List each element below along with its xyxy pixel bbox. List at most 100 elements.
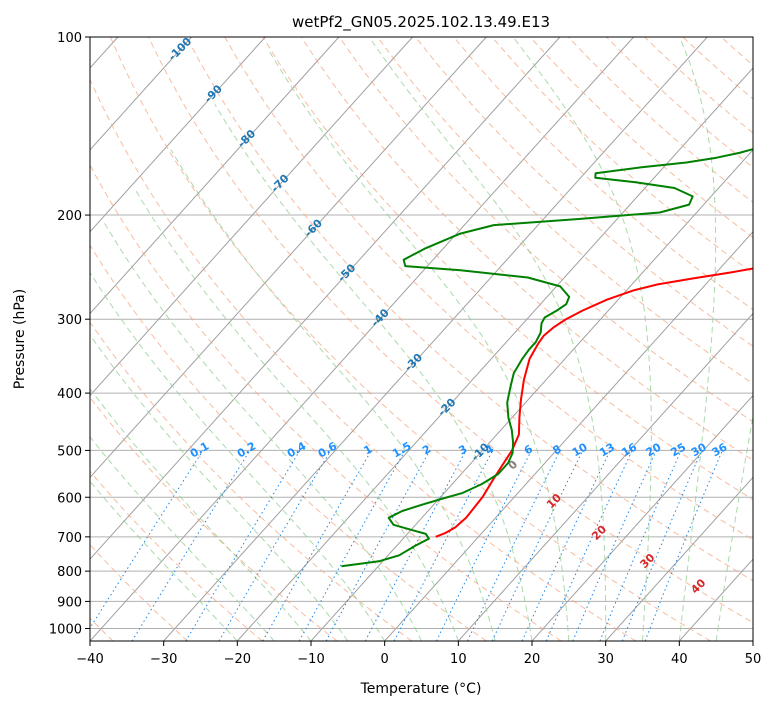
y-tick-label: 400 [57, 387, 82, 402]
y-tick-label: 700 [57, 531, 82, 546]
y-tick-label: 300 [57, 313, 82, 328]
mixing-ratio-line [218, 450, 332, 641]
isotherm-line [605, 476, 753, 641]
dry-adiabat-line [90, 163, 562, 641]
moist-adiabat-line [214, 104, 533, 641]
y-tick-label: 1000 [49, 622, 82, 637]
dry-adiabat-line [377, 37, 753, 385]
background-lines [90, 37, 753, 641]
mixing-ratio-line [131, 450, 251, 641]
moist-adiabat-line [133, 187, 459, 641]
dry-adiabat-line [529, 37, 753, 239]
chart-title: wetPf2_GN05.2025.102.13.49.E13 [292, 13, 550, 32]
isotherm-line [90, 37, 192, 151]
isotherm-line [90, 37, 561, 560]
dry-adiabat-line [109, 37, 711, 641]
dry-adiabat-line [90, 470, 263, 641]
x-tick-label: 50 [745, 652, 762, 667]
x-tick-label: −30 [150, 652, 177, 667]
x-axis-label: Temperature (°C) [360, 681, 482, 697]
isotherm-line [90, 37, 487, 479]
moist-adiabat-label: 40 [688, 576, 708, 596]
isotherm-line [752, 640, 753, 641]
dry-adiabat-line [682, 37, 753, 100]
moist-adiabat-line [90, 436, 275, 641]
mixing-ratio-line [185, 450, 301, 641]
x-axis-ticks: −40 −30 −20 −10 0 10 20 30 40 50 [76, 641, 761, 667]
mixing-ratio-label: 13 [597, 440, 617, 459]
isotherm-line [531, 394, 753, 641]
y-tick-label: 800 [57, 565, 82, 580]
moist-adiabat-line [102, 221, 422, 641]
dry-adiabat-line [90, 244, 487, 641]
y-axis-ticks: 100 200 300 400 500 600 700 800 900 1000 [49, 31, 90, 637]
x-tick-label: 0 [381, 652, 389, 667]
isoline-labels: 0.1 0.2 0.4 0.6 1 1.5 2 3 4 6 8 10 13 16 20 25 30 36-100-… [166, 37, 730, 596]
moist-adiabat-line [90, 333, 349, 641]
isotherm-line [457, 312, 753, 641]
x-tick-label: −10 [297, 652, 324, 667]
dry-adiabat-line [567, 37, 753, 203]
x-tick-label: 20 [524, 652, 541, 667]
mixing-ratio-label: 25 [668, 440, 688, 459]
isotherm-line [90, 37, 634, 641]
mixing-ratio-label: 36 [710, 440, 730, 459]
moist-adiabat-line [678, 37, 717, 641]
isotherm-line [90, 37, 340, 315]
y-axis-label: Pressure (hPa) [12, 289, 28, 389]
isotherm-line [90, 37, 413, 397]
dry-adiabat-line [148, 37, 753, 624]
moist-adiabat-label: 30 [638, 551, 658, 571]
mixing-ratio-line [599, 450, 682, 641]
mixing-ratio-line [491, 450, 584, 641]
dry-adiabat-line [90, 544, 189, 641]
moist-adiabat-line [715, 413, 753, 641]
dry-adiabat-line [415, 37, 753, 347]
mixing-ratio-label: 30 [689, 440, 709, 459]
mixing-ratio-label: 0.4 [285, 439, 309, 460]
moist-adiabat-line [368, 37, 607, 641]
dry-adiabat-line [644, 37, 753, 134]
isotherm-line [90, 37, 266, 233]
mixing-ratio-line [90, 450, 204, 629]
moist-adiabat-line [170, 149, 496, 641]
moist-adiabat-line [90, 387, 312, 641]
mixing-ratio-label: 20 [644, 440, 664, 459]
moist-adiabat-label: 20 [589, 523, 609, 543]
x-tick-label: 30 [597, 652, 614, 667]
mixing-ratio-label: 0.1 [188, 439, 211, 460]
mixing-ratio-line [467, 450, 561, 641]
moist-adiabat-line [90, 271, 386, 641]
plot-frame [89, 36, 754, 642]
x-tick-label: −20 [224, 652, 251, 667]
moist-adiabat-line [90, 480, 238, 641]
temperature-profile-line [435, 267, 753, 538]
mixing-ratio-line [572, 450, 657, 641]
mixing-ratio-label: 6 [522, 442, 535, 457]
mixing-ratio-line [521, 450, 611, 641]
dry-adiabat-line [90, 321, 413, 641]
dry-adiabat-line [720, 37, 753, 66]
moist-adiabat-line [512, 37, 652, 641]
y-tick-label: 200 [57, 209, 82, 224]
mixing-ratio-line [644, 450, 723, 641]
mixing-ratio-line [325, 450, 431, 641]
mixing-ratio-line [435, 450, 532, 641]
mixing-ratio-label: 10 [570, 440, 590, 459]
x-tick-label: 40 [671, 652, 688, 667]
y-tick-label: 900 [57, 595, 82, 610]
isotherm-line [678, 558, 753, 641]
moist-adiabat-line [267, 49, 570, 641]
dry-adiabat-line [90, 396, 338, 641]
dry-adiabat-line [606, 37, 753, 169]
moist-adiabat-label: 0 [506, 458, 521, 473]
y-tick-label: 500 [57, 444, 82, 459]
mixing-ratio-line [262, 450, 372, 641]
mixing-ratio-label: 0.6 [316, 439, 340, 460]
y-tick-label: 100 [57, 31, 82, 46]
isotherm-line [384, 231, 753, 641]
isotherm-line [163, 37, 708, 641]
dry-adiabat-line [90, 78, 637, 641]
y-tick-label: 600 [57, 491, 82, 506]
